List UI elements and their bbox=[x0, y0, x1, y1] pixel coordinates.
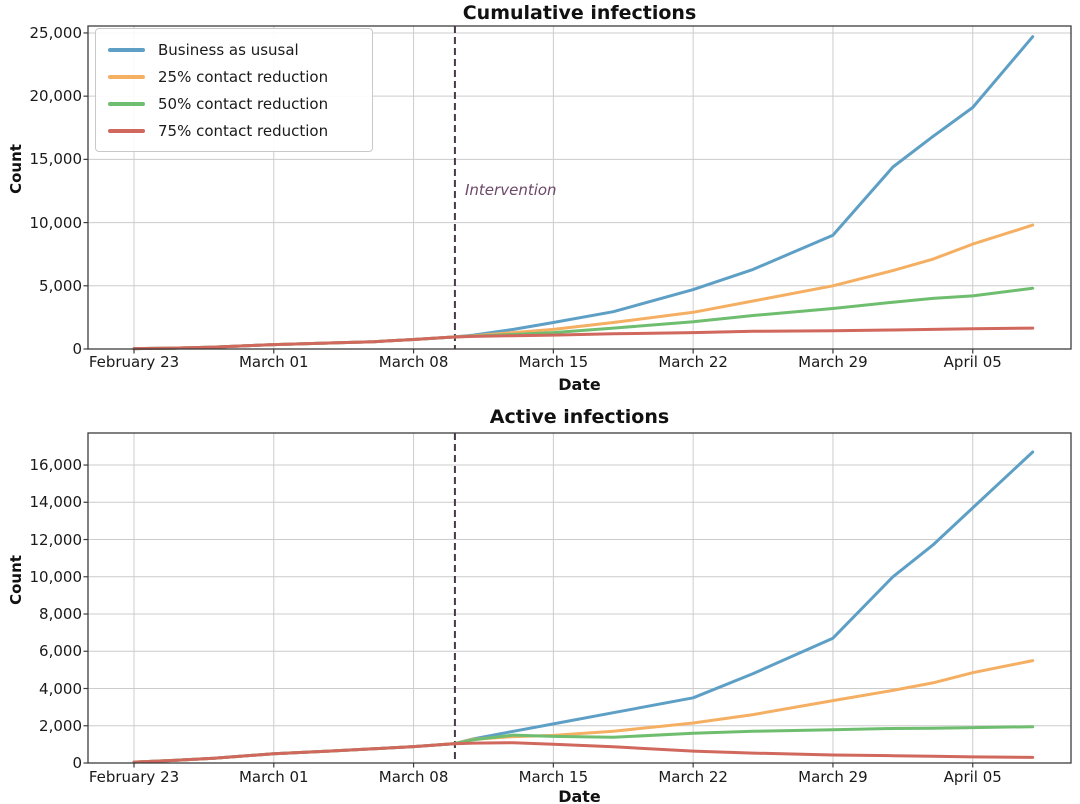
chart-title-cumulative: Cumulative infections bbox=[462, 2, 697, 24]
legend-label: 75% contact reduction bbox=[158, 121, 329, 140]
legend-swatch-business-as-usual bbox=[108, 47, 145, 52]
x-tick-label: March 29 bbox=[798, 768, 868, 786]
x-tick-label: March 01 bbox=[238, 768, 309, 786]
x-tick-label: April 05 bbox=[943, 353, 1002, 371]
y-tick-label: 15,000 bbox=[29, 150, 83, 169]
y-tick-label: 6,000 bbox=[39, 642, 82, 661]
y-tick-label: 2,000 bbox=[39, 716, 82, 735]
x-axis-label-cumulative: Date bbox=[558, 375, 601, 394]
x-tick-label: March 08 bbox=[378, 353, 449, 371]
x-tick-label: March 22 bbox=[658, 768, 728, 786]
y-tick-label: 14,000 bbox=[29, 493, 83, 512]
legend-item: 25% contact reduction bbox=[108, 63, 362, 90]
x-axis-label-active: Date bbox=[558, 787, 601, 804]
legend-item: 50% contact reduction bbox=[108, 90, 362, 117]
x-tick-label: March 22 bbox=[658, 353, 728, 371]
y-tick-label: 25,000 bbox=[29, 23, 83, 42]
y-tick-label: 0 bbox=[72, 340, 82, 358]
x-tick-label: March 15 bbox=[518, 768, 589, 786]
y-tick-label: 12,000 bbox=[29, 530, 83, 549]
legend-label: Business as ususal bbox=[158, 40, 299, 59]
legend-label: 50% contact reduction bbox=[158, 94, 329, 113]
legend: Business as ususal 25% contact reduction… bbox=[95, 28, 373, 152]
y-tick-label: 20,000 bbox=[29, 87, 83, 106]
x-tick-label: February 23 bbox=[88, 353, 180, 371]
x-tick-label: March 29 bbox=[798, 353, 868, 371]
y-tick-label: 8,000 bbox=[39, 605, 82, 624]
chart-title-active: Active infections bbox=[489, 406, 670, 428]
legend-swatch-50-percent bbox=[108, 101, 145, 106]
legend-label: 25% contact reduction bbox=[158, 67, 329, 86]
x-tick-label: February 23 bbox=[88, 768, 180, 786]
x-tick-label: March 01 bbox=[238, 353, 309, 371]
y-tick-label: 16,000 bbox=[29, 456, 83, 475]
y-tick-label: 5,000 bbox=[39, 276, 82, 295]
x-tick-label: April 05 bbox=[943, 768, 1002, 786]
x-tick-label: March 15 bbox=[518, 353, 589, 371]
y-tick-label: 4,000 bbox=[39, 679, 82, 698]
y-tick-label: 10,000 bbox=[29, 567, 83, 586]
legend-swatch-75-percent bbox=[108, 128, 145, 133]
y-tick-label: 0 bbox=[72, 754, 82, 772]
y-tick-label: 10,000 bbox=[29, 213, 83, 232]
legend-item: Business as ususal bbox=[108, 36, 362, 63]
legend-swatch-25-percent bbox=[108, 74, 145, 79]
legend-item: 75% contact reduction bbox=[108, 117, 362, 144]
intervention-annotation: Intervention bbox=[465, 181, 557, 199]
x-tick-label: March 08 bbox=[378, 768, 449, 786]
